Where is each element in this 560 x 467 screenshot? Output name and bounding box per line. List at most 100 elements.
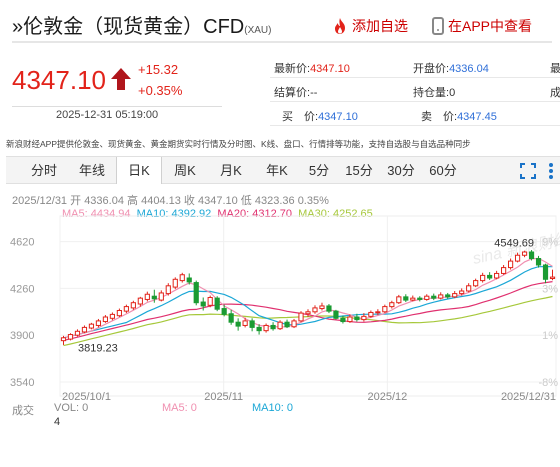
arrow-up-icon: [111, 68, 131, 90]
tab-intraday[interactable]: 分时: [30, 163, 57, 178]
x-tick-label: 2025/12/31: [501, 391, 556, 403]
ohlc-open-label: 开: [70, 195, 82, 207]
candle-body: [312, 307, 318, 313]
candle-body: [116, 310, 122, 317]
candle-body: [382, 306, 388, 313]
vol-ma5-label: MA5:: [162, 402, 188, 414]
ma10-value: 4392.92: [171, 208, 212, 220]
app-notice: 新浪财经APP提供伦敦金、现货黄金、黄金期货实时行情及分时图、K线、盘口、行情排…: [6, 139, 471, 149]
candle-body: [528, 251, 535, 259]
add-watchlist-button[interactable]: 添加自选: [332, 16, 408, 36]
candle-body: [466, 285, 472, 292]
quote-position: 持仓量:0: [413, 84, 455, 100]
last-price: 4347.10: [12, 65, 106, 95]
ohlc-high-label: 高: [127, 195, 139, 207]
candle-body: [535, 258, 542, 266]
open-in-app-button[interactable]: 在APP中查看: [432, 16, 532, 36]
candle-body: [305, 311, 311, 315]
candle-body: [549, 276, 556, 280]
fullscreen-icon[interactable]: [520, 163, 536, 179]
candle-body: [424, 295, 430, 300]
add-watchlist-label: 添加自选: [352, 18, 408, 34]
title-symbol: (XAU): [244, 25, 272, 36]
candle-body: [102, 316, 109, 323]
vol-label: VOL:: [54, 402, 80, 414]
candle-body: [410, 297, 416, 301]
candle-body: [74, 330, 81, 336]
quote-divider: [270, 101, 560, 102]
right-tick-label: -8%: [538, 377, 558, 389]
candle-body: [81, 326, 88, 333]
tab-5min[interactable]: 5分: [308, 163, 330, 178]
quote-open: 开盘价:4336.04: [413, 60, 489, 76]
candle-body: [501, 267, 507, 274]
candle-body: [165, 285, 171, 295]
candle-body: [473, 280, 479, 287]
candle-body: [242, 320, 248, 326]
right-tick-label: 1%: [542, 330, 558, 342]
ma30-value: 4252.65: [333, 208, 373, 220]
tab-yearly-k[interactable]: 年K: [266, 163, 288, 178]
quote-open-value: 4336.04: [449, 63, 489, 75]
candle-body: [277, 321, 283, 330]
candle-body: [452, 293, 458, 298]
ma20-value: 4312.70: [252, 208, 293, 220]
price-timestamp: 2025-12-31 05:19:00: [56, 109, 159, 121]
ma5-value: 4434.94: [90, 208, 131, 220]
tab-daily-k[interactable]: 日K: [116, 157, 162, 184]
quote-buy-label: 买 价:: [282, 111, 319, 123]
tab-year-line[interactable]: 年线: [78, 163, 105, 178]
tab-monthly-k[interactable]: 月K: [220, 163, 242, 178]
candle-body: [144, 293, 150, 300]
y-tick-label: 4260: [10, 283, 34, 295]
quote-sell-label: 卖 价:: [421, 111, 458, 123]
candle-body: [60, 337, 67, 342]
ma20-label: MA20:: [217, 208, 250, 220]
candle-body: [319, 305, 325, 310]
quote-settle-label: 结算价:: [274, 87, 311, 99]
price-divider: [12, 106, 222, 107]
tab-30min[interactable]: 30分: [387, 163, 415, 178]
quote-settle-value: --: [310, 87, 318, 99]
candle-body: [200, 301, 206, 307]
candle-body: [151, 295, 157, 300]
ma10-line: [63, 265, 553, 339]
candle-body: [514, 254, 521, 262]
candle-body: [249, 320, 255, 328]
tab-weekly-k[interactable]: 周K: [174, 163, 196, 178]
high-annotation: 4549.69: [494, 238, 534, 250]
candle-body: [109, 313, 115, 319]
candle-body: [263, 324, 269, 332]
quote-sell-value: 4347.45: [457, 111, 497, 123]
more-icon[interactable]: [548, 161, 554, 181]
kline-chart[interactable]: 2025/12/31 开 4336.04 高 4404.13 收 4347.10…: [6, 186, 560, 467]
ma10-label: MA10:: [136, 208, 169, 220]
right-tick-label: 9%: [542, 237, 558, 249]
x-tick-label: 2025/10/1: [62, 391, 111, 403]
candle-body: [340, 317, 346, 323]
vol-ma10-label: MA10:: [252, 402, 284, 414]
ohlc-close: 4347.10: [197, 195, 238, 207]
ohlc-pct: 0.35%: [297, 195, 329, 207]
candle-body: [361, 315, 367, 321]
quote-col3-mid: 成: [550, 87, 560, 99]
quote-settle: 结算价:--: [274, 84, 317, 100]
candle-body: [494, 272, 500, 279]
quote-col3-top: 最: [550, 63, 560, 75]
low-annotation: 3819.23: [78, 343, 118, 355]
candle-body: [130, 302, 136, 309]
candle-body: [284, 321, 290, 328]
ohlc-low-label: 低: [240, 195, 252, 207]
candle-body: [542, 264, 549, 280]
candle-body: [221, 308, 227, 315]
candle-body: [186, 277, 192, 283]
quote-position-value: 0: [449, 87, 456, 99]
volume-info: VOL: 0: [54, 402, 88, 414]
tab-15min[interactable]: 15分: [345, 163, 373, 178]
vol-ma5-info: MA5: 0: [162, 402, 197, 414]
title-divider: [12, 41, 552, 43]
quote-sell: 卖 价:4347.45: [421, 108, 497, 124]
ohlc-high: 4404.13: [141, 195, 181, 207]
tab-60min[interactable]: 60分: [429, 163, 457, 178]
quote-latest-value: 4347.10: [310, 63, 350, 75]
